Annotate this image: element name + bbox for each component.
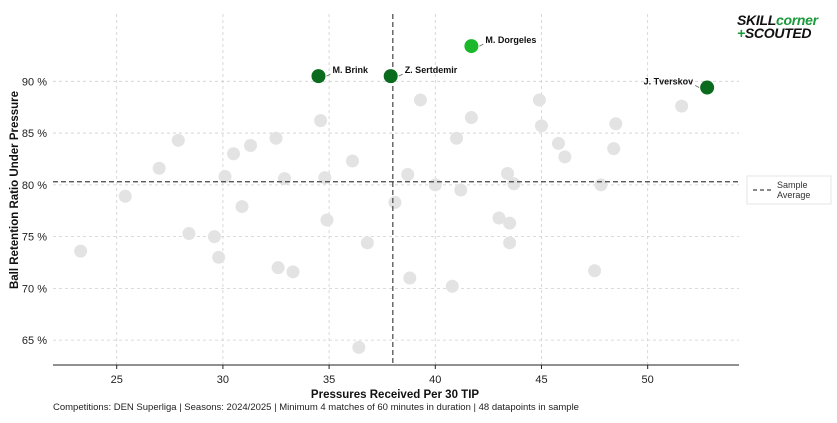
highlight-label: M. Dorgeles [485, 35, 536, 45]
data-point [450, 131, 464, 145]
data-point [534, 119, 548, 133]
brand-logo: SKILLcorner +SCOUTED [737, 12, 818, 41]
data-point [360, 236, 374, 250]
highlight-point [700, 80, 715, 95]
data-point [269, 131, 283, 145]
data-point [428, 178, 442, 192]
data-point [314, 114, 328, 128]
data-point [588, 264, 602, 278]
y-tick-label: 75 % [22, 232, 47, 244]
data-point [464, 111, 478, 125]
highlight-label-leader [398, 73, 403, 77]
data-point [401, 167, 415, 181]
data-point [403, 271, 417, 285]
data-point [227, 147, 241, 161]
data-point [235, 200, 249, 214]
data-point [345, 154, 359, 168]
y-tick-label: 70 % [22, 283, 47, 295]
data-point [277, 172, 291, 186]
highlight-label: M. Brink [332, 65, 368, 75]
tick-labels: 25 30 35 40 45 50 65 % 70 % 75 % 80 % 85 % 90 % [22, 76, 654, 386]
data-point [551, 136, 565, 150]
grid [53, 14, 739, 365]
data-point [675, 99, 689, 113]
x-tick-label: 25 [111, 374, 123, 386]
data-point [532, 93, 546, 107]
highlight-label: Z. Sertdemir [405, 65, 458, 75]
footer-note: Competitions: DEN Superliga | Seasons: 2… [53, 402, 579, 413]
data-point [244, 138, 258, 152]
data-point [286, 265, 300, 279]
y-axis-title: Ball Retention Ratio Under Pressure [9, 91, 21, 289]
highlight-point [383, 69, 398, 84]
highlighted-points: M. Dorgeles M. Brink Z. Sertdemir J. Tversk… [311, 35, 715, 95]
x-tick-label: 40 [429, 374, 441, 386]
data-points [74, 93, 689, 354]
x-tick-label: 30 [217, 374, 229, 386]
y-tick-label: 90 % [22, 76, 47, 88]
highlight-point [464, 39, 479, 54]
data-point [594, 178, 608, 192]
y-tick-label: 65 % [22, 335, 47, 347]
data-point [607, 142, 621, 156]
data-point [152, 161, 166, 175]
data-point [454, 183, 468, 197]
legend-label-line1: Sample [777, 180, 808, 190]
highlight-label: J. Tverskov [644, 77, 694, 87]
data-point [507, 177, 521, 191]
data-point [171, 133, 185, 147]
y-tick-label: 80 % [22, 180, 47, 192]
data-point [492, 211, 506, 225]
brand-plus-icon: + [737, 25, 745, 41]
data-point [218, 170, 232, 184]
data-point [558, 150, 572, 164]
x-tick-label: 35 [323, 374, 335, 386]
y-tick-label: 85 % [22, 128, 47, 140]
x-tick-label: 50 [642, 374, 654, 386]
data-point [388, 195, 402, 209]
legend: Sample Average [746, 175, 832, 205]
data-point [320, 213, 334, 227]
data-point [609, 117, 623, 131]
data-point [503, 236, 517, 250]
data-point [182, 227, 196, 241]
axes [53, 364, 739, 369]
data-point [445, 279, 459, 293]
highlight-label-leader [479, 43, 484, 47]
data-point [212, 250, 226, 264]
data-point [74, 244, 88, 258]
data-point [118, 189, 132, 203]
legend-label-line2: Average [777, 190, 810, 200]
x-tick-label: 45 [535, 374, 547, 386]
data-point [271, 261, 285, 275]
highlight-point [311, 69, 326, 84]
highlight-label-leader [326, 73, 331, 77]
data-point [207, 230, 221, 244]
average-lines [53, 14, 739, 365]
highlight-label-leader [694, 85, 700, 88]
data-point [318, 171, 332, 185]
brand-part4: SCOUTED [744, 25, 812, 41]
data-point [413, 93, 427, 107]
data-point [503, 216, 517, 230]
brand-part2: corner [775, 12, 818, 28]
data-point [352, 340, 366, 354]
x-axis-title: Pressures Received Per 30 TIP [311, 389, 479, 401]
data-point [501, 166, 515, 180]
brand-part1: SKILL [737, 12, 776, 28]
